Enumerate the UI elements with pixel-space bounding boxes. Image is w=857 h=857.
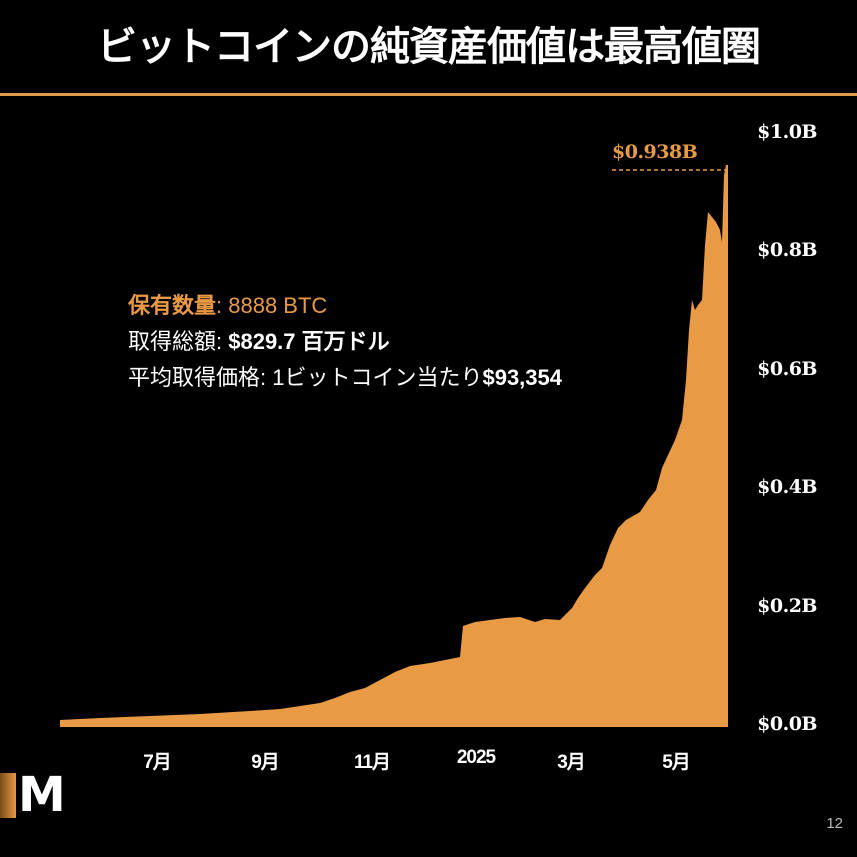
title-divider [0,93,857,96]
avg-price-line: 平均取得価格: 1ビットコイン当たり$93,354 [128,360,562,396]
holdings-summary: 保有数量: 8888 BTC 取得総額: $829.7 百万ドル 平均取得価格:… [128,288,562,396]
x-tick-jul: 7月 [143,752,172,773]
page-title: ビットコインの純資産価値は最高値圏 [97,25,761,69]
logo-accent-bar [0,773,16,818]
total-cost-line: 取得総額: $829.7 百万ドル [128,324,562,360]
company-logo: M [0,767,66,823]
y-tick-0-0: $0.0B [757,713,817,735]
x-tick-2025: 2025 [456,747,496,768]
x-tick-nov: 11月 [353,752,391,773]
y-tick-1-0: $1.0B [757,121,817,143]
avg-price-label: 平均取得価格: 1ビットコイン当たり [128,365,483,390]
logo-letter: M [18,767,66,823]
x-tick-mar: 3月 [557,752,586,773]
x-tick-sep: 9月 [251,752,280,773]
holdings-label: 保有数量 [128,293,217,318]
x-tick-may: 5月 [662,752,691,773]
y-tick-0-8: $0.8B [757,239,817,261]
total-cost-value: $829.7 百万ドル [228,329,390,354]
y-tick-0-4: $0.4B [757,476,817,498]
holdings-value: : 8888 BTC [216,293,328,318]
y-tick-0-6: $0.6B [757,358,817,380]
y-tick-0-2: $0.2B [757,595,817,617]
holdings-line: 保有数量: 8888 BTC [128,288,562,324]
page-number: 12 [826,815,843,832]
nav-area-series [60,165,728,727]
peak-value-label: $0.938B [612,141,698,163]
total-cost-label: 取得総額: [128,329,229,354]
avg-price-value: $93,354 [482,365,562,390]
